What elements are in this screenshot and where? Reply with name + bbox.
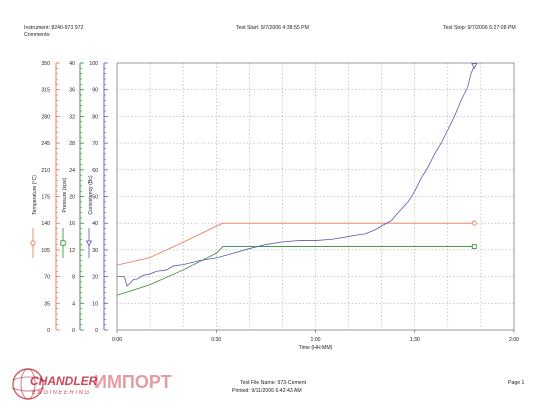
temperature-tick-label: 210 [41,168,50,174]
temperature-tick-label: 140 [41,221,50,227]
consistency-tick-label: 20 [92,275,98,281]
x-tick-label: 0:00 [112,337,122,343]
consistency-tick-label: 90 [92,88,98,94]
globe-icon [11,368,45,400]
consistency-axis-title: Consistency (Bc) [88,175,94,214]
temperature-tick-label: 280 [41,114,50,120]
pressure-tick-label: 4 [72,301,75,307]
consistency-tick-label: 10 [92,301,98,307]
temperature-tick-label: 315 [41,88,50,94]
test-file-name: Test File Name: 973-Cement [240,380,307,386]
consistency-tick-label: 100 [89,61,98,67]
temperature-axis-title: Temperature (°C) [32,175,38,215]
svg-text:CHANDLER: CHANDLER [30,374,98,388]
x-tick-label: 0:30 [211,337,221,343]
temperature-tick-label: 175 [41,195,50,201]
pressure-tick-label: 24 [69,168,75,174]
temperature-tick-label: 105 [41,248,50,254]
consistency-end-marker [471,63,478,69]
consistency-tick-label: 50 [92,195,98,201]
temperature-end-marker [471,220,477,226]
x-tick-label: 1:30 [410,337,420,343]
pressure-tick-label: 16 [69,221,75,227]
printed-label: Printed: 9/11/2006 6:42:43 AM [232,388,302,394]
consistency-tick-label: 60 [92,168,98,174]
pressure-series-line [116,246,475,296]
pressure-tick-label: 28 [69,141,75,147]
consistency-tick-label: 30 [92,248,98,254]
temperature-series-line [116,222,475,266]
temperature-legend-marker [30,240,36,246]
page-number: Page 1 [508,380,525,386]
test-start-label: Test Start: 9/7/2006 4:38:55 PM [236,25,309,31]
pressure-end-marker [471,244,477,249]
pressure-tick-label: 0 [72,328,75,334]
temperature-tick-label: 0 [47,328,50,334]
pressure-tick-label: 36 [69,88,75,94]
pressure-tick-label: 32 [69,114,75,120]
svg-text:ИМПОРТ: ИМПОРТ [94,372,172,392]
temperature-tick-label: 350 [41,61,50,67]
chandler-logo: CHANDLER ENGINEERING ИМПОРТ [11,368,172,400]
x-axis-label: Time (HH:MM) [299,345,333,351]
temperature-tick-label: 70 [44,275,50,281]
pressure-tick-label: 40 [69,61,75,67]
temperature-tick-label: 245 [41,141,50,147]
pressure-legend-marker [60,240,66,246]
pressure-axis-title: Pressure (kpsi) [62,177,68,212]
pressure-tick-label: 8 [72,275,75,281]
consistency-series-line [117,65,475,287]
x-tick-label: 2:00 [509,337,519,343]
pressure-tick-label: 12 [69,248,75,254]
pressure-tick-label: 20 [69,195,75,201]
consistency-tick-label: 70 [92,141,98,147]
consistency-legend-marker [85,240,93,247]
x-tick-label: 1:00 [310,337,320,343]
consistency-tick-label: 80 [92,114,98,120]
svg-text:ENGINEERING: ENGINEERING [32,390,91,396]
consistency-tick-label: 40 [92,221,98,227]
test-stop-label: Test Stop: 9/7/2006 6:27:08 PM [443,25,516,31]
comments-label: Comments: [24,32,51,38]
temperature-tick-label: 35 [44,301,50,307]
instrument-label: Instrument: 8240-973 972 [24,25,84,31]
consistency-tick-label: 0 [95,328,98,334]
